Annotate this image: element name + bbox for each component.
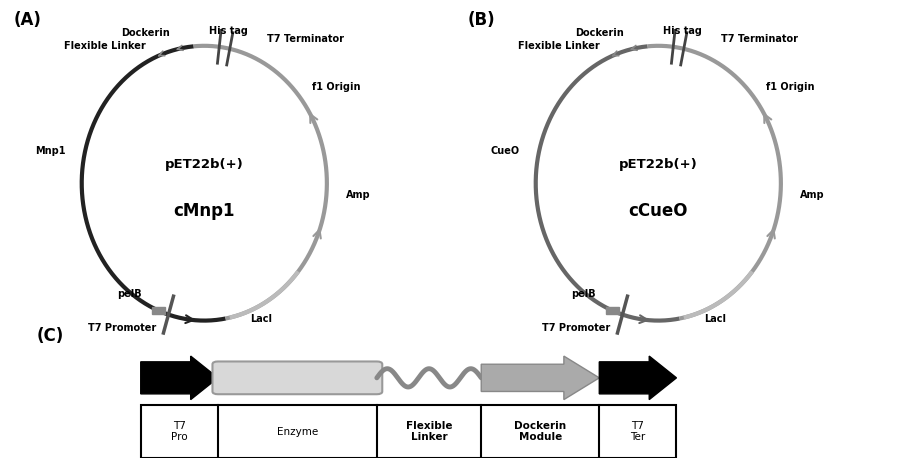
FancyArrow shape (599, 356, 676, 399)
Text: His tag: His tag (209, 27, 248, 37)
Text: T7 Promoter: T7 Promoter (88, 323, 156, 333)
FancyBboxPatch shape (212, 361, 382, 394)
Text: pET22b(+): pET22b(+) (165, 158, 243, 171)
Text: pelB: pelB (571, 289, 596, 299)
Text: Mnp1: Mnp1 (35, 146, 65, 156)
Bar (141, 405, 676, 458)
Text: pET22b(+): pET22b(+) (619, 158, 697, 171)
FancyArrow shape (141, 356, 218, 399)
Text: T7 Terminator: T7 Terminator (721, 34, 797, 44)
Text: f1 Origin: f1 Origin (765, 82, 814, 92)
Text: T7
Pro: T7 Pro (171, 421, 188, 442)
Text: cMnp1: cMnp1 (173, 202, 235, 220)
Text: Flexible Linker: Flexible Linker (518, 41, 599, 51)
Text: pelB: pelB (117, 289, 142, 299)
Text: LacI: LacI (704, 314, 726, 324)
Text: (C): (C) (36, 327, 64, 345)
Text: (A): (A) (14, 11, 42, 29)
Text: T7 Terminator: T7 Terminator (267, 34, 343, 44)
FancyArrow shape (481, 356, 599, 399)
Text: Dockerin
Module: Dockerin Module (514, 421, 567, 442)
Text: LacI: LacI (250, 314, 272, 324)
Text: T7
Ter: T7 Ter (630, 421, 646, 442)
Text: Dockerin: Dockerin (121, 28, 170, 38)
Text: T7 Promoter: T7 Promoter (542, 323, 610, 333)
Text: Enzyme: Enzyme (277, 427, 318, 436)
Text: Amp: Amp (800, 190, 825, 200)
Text: Flexible
Linker: Flexible Linker (406, 421, 452, 442)
Text: His tag: His tag (663, 27, 702, 37)
Text: f1 Origin: f1 Origin (311, 82, 360, 92)
Text: CueO: CueO (490, 146, 519, 156)
Text: Amp: Amp (346, 190, 371, 200)
Text: cCueO: cCueO (628, 202, 688, 220)
Text: Flexible Linker: Flexible Linker (64, 41, 145, 51)
Text: Dockerin: Dockerin (575, 28, 624, 38)
Text: (B): (B) (468, 11, 495, 29)
